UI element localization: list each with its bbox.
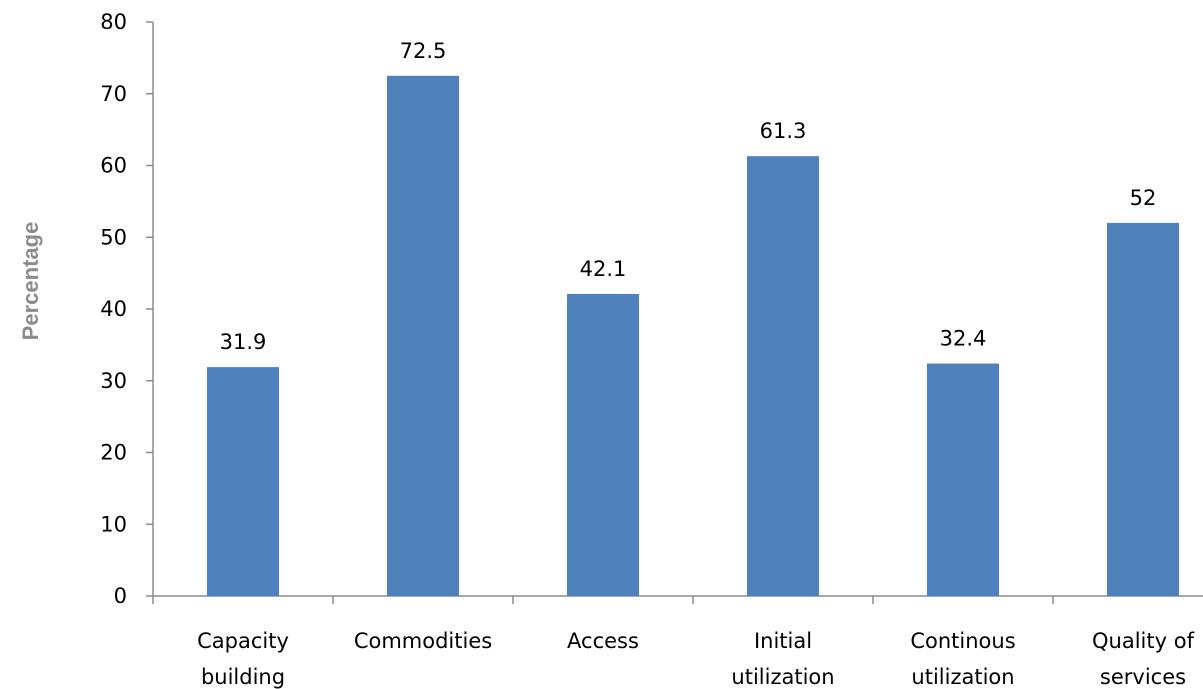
category-label-line: Initial bbox=[754, 629, 812, 653]
category-label-line: Access bbox=[567, 629, 639, 653]
bars bbox=[207, 75, 1179, 597]
data-label: 32.4 bbox=[940, 327, 987, 351]
bar bbox=[927, 363, 999, 596]
data-label: 72.5 bbox=[400, 39, 447, 63]
y-tick-label: 40 bbox=[100, 297, 127, 321]
category-label-line: Continous bbox=[910, 629, 1015, 653]
bar bbox=[1107, 222, 1179, 596]
data-labels: 31.9 72.5 42.1 61.3 32.4 52 bbox=[220, 39, 1157, 354]
category-label-line: Quality of bbox=[1092, 629, 1195, 653]
category-label: Continous utilization bbox=[910, 629, 1015, 689]
category-label: Commodities bbox=[354, 629, 492, 653]
data-label: 42.1 bbox=[580, 257, 627, 281]
bar bbox=[207, 367, 279, 596]
category-label: Quality of services bbox=[1092, 629, 1195, 689]
y-tick-label: 60 bbox=[100, 154, 127, 178]
data-label: 52 bbox=[1130, 186, 1157, 210]
category-label: Access bbox=[567, 629, 639, 653]
y-tick-label: 80 bbox=[100, 10, 127, 34]
category-label: Initial utilization bbox=[731, 629, 834, 689]
data-label: 31.9 bbox=[220, 330, 267, 354]
category-label-line: building bbox=[201, 665, 285, 689]
category-label-line: utilization bbox=[911, 665, 1014, 689]
y-tick-label: 0 bbox=[114, 584, 127, 608]
bar bbox=[567, 293, 639, 596]
category-label: Capacity building bbox=[197, 629, 289, 689]
y-tick-label: 20 bbox=[100, 441, 127, 465]
data-label: 61.3 bbox=[760, 119, 807, 143]
bar bbox=[387, 75, 459, 596]
y-tick-label: 30 bbox=[100, 369, 127, 393]
category-label-line: Capacity bbox=[197, 629, 289, 653]
category-label-line: Commodities bbox=[354, 629, 492, 653]
x-axis bbox=[152, 595, 1203, 604]
category-label-line: services bbox=[1100, 665, 1186, 689]
bar bbox=[747, 156, 819, 597]
category-labels: Capacity building Commodities Access Initial… bbox=[197, 629, 1194, 689]
y-tick-label: 70 bbox=[100, 82, 127, 106]
y-axis-title: Percentage bbox=[18, 222, 43, 341]
y-axis: 0 10 20 30 40 50 60 70 80 bbox=[100, 10, 154, 608]
category-label-line: utilization bbox=[731, 665, 834, 689]
y-tick-label: 10 bbox=[100, 512, 127, 536]
y-tick-label: 50 bbox=[100, 225, 127, 249]
